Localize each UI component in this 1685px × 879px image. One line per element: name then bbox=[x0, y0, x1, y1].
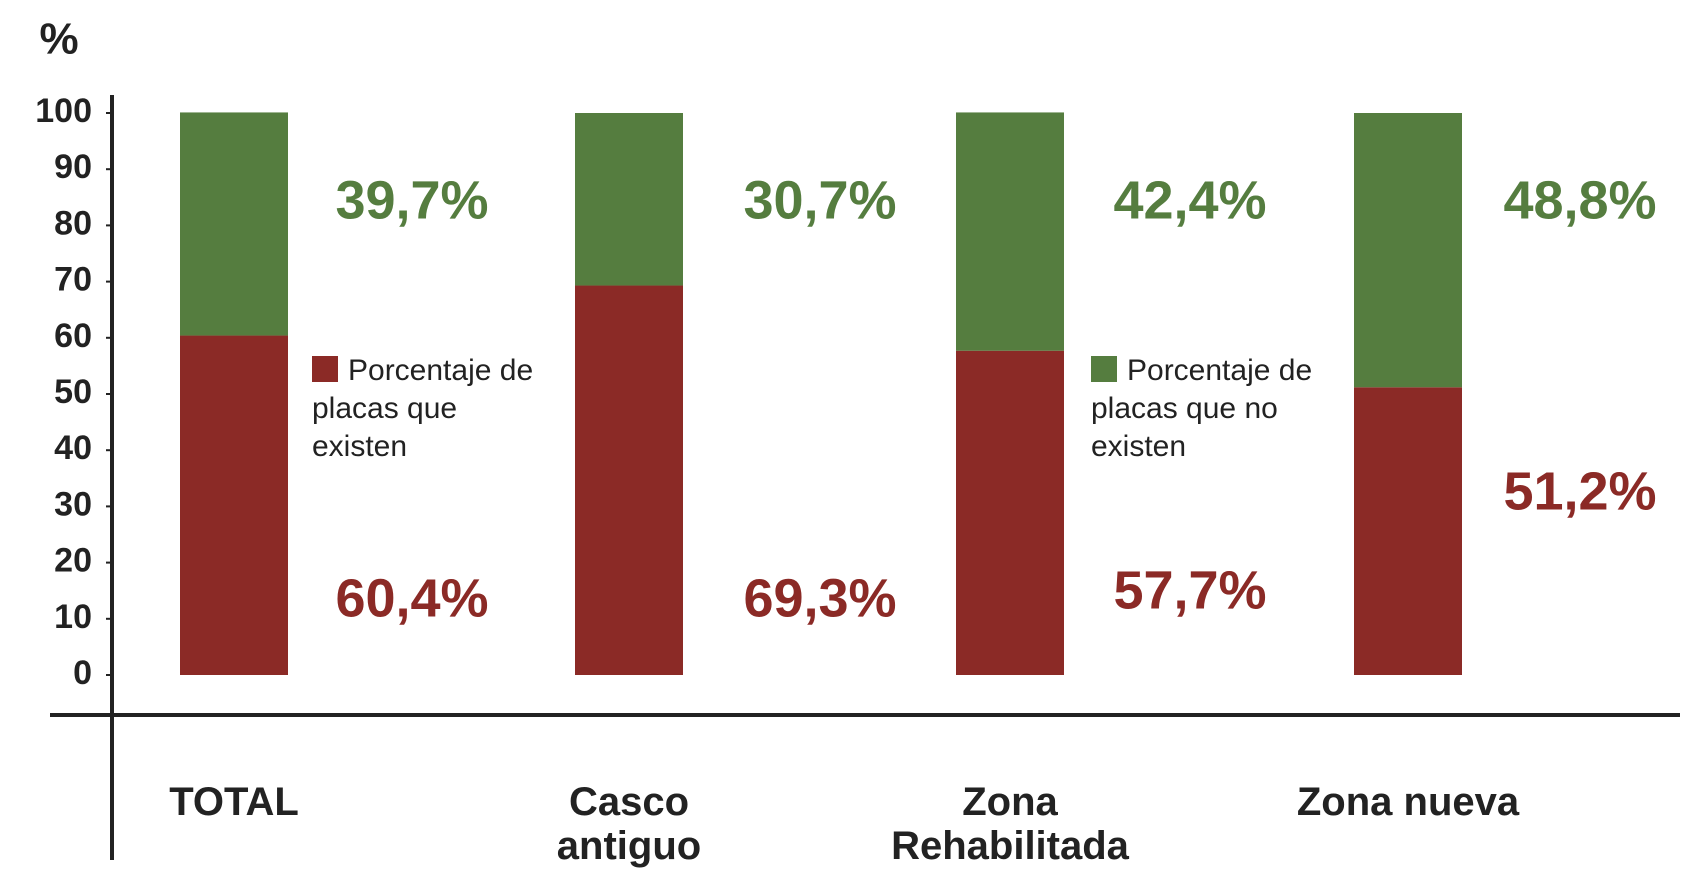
y-tick-label: 30 bbox=[54, 485, 92, 523]
y-tick-label: 80 bbox=[54, 204, 92, 242]
bar-segment bbox=[956, 112, 1064, 351]
value-label: 48,8% bbox=[1503, 170, 1656, 230]
y-tick-label: 70 bbox=[54, 261, 92, 299]
bar-segment bbox=[575, 285, 683, 675]
y-tick-label: 20 bbox=[54, 542, 92, 580]
legend-swatch bbox=[312, 356, 338, 382]
y-tick-label: 0 bbox=[73, 654, 92, 692]
legend-label: Porcentaje de placas que no existen bbox=[1091, 354, 1313, 463]
bar-segment bbox=[1354, 113, 1462, 388]
y-axis-label: % bbox=[39, 15, 78, 64]
legend-label: Porcentaje de placas que existen bbox=[312, 354, 534, 463]
x-tick-label: Zona nueva bbox=[1296, 780, 1520, 824]
y-tick-label: 100 bbox=[35, 92, 92, 130]
bar-segment bbox=[1354, 387, 1462, 675]
value-label: 57,7% bbox=[1113, 560, 1266, 620]
y-tick-label: 40 bbox=[54, 429, 92, 467]
x-tick-label: Zona Rehabilitada bbox=[891, 780, 1129, 868]
value-label: 42,4% bbox=[1113, 170, 1266, 230]
value-label: 60,4% bbox=[335, 568, 488, 628]
x-tick-label: Casco antiguo bbox=[556, 780, 702, 868]
value-label: 30,7% bbox=[743, 170, 896, 230]
y-tick-label: 60 bbox=[54, 317, 92, 355]
legend-item: Porcentaje de placas que existen bbox=[312, 352, 542, 466]
y-tick-label: 90 bbox=[54, 148, 92, 186]
y-tick-label: 50 bbox=[54, 373, 92, 411]
bar-segment bbox=[180, 112, 288, 336]
bar-segment bbox=[956, 350, 1064, 675]
legend-swatch bbox=[1091, 356, 1117, 382]
value-label: 51,2% bbox=[1503, 461, 1656, 521]
x-tick-label: TOTAL bbox=[169, 780, 299, 824]
bar-segment bbox=[575, 113, 683, 286]
y-tick-label: 10 bbox=[54, 598, 92, 636]
bar-segment bbox=[180, 335, 288, 675]
value-label: 69,3% bbox=[743, 568, 896, 628]
value-label: 39,7% bbox=[335, 170, 488, 230]
legend-item: Porcentaje de placas que no existen bbox=[1091, 352, 1321, 466]
